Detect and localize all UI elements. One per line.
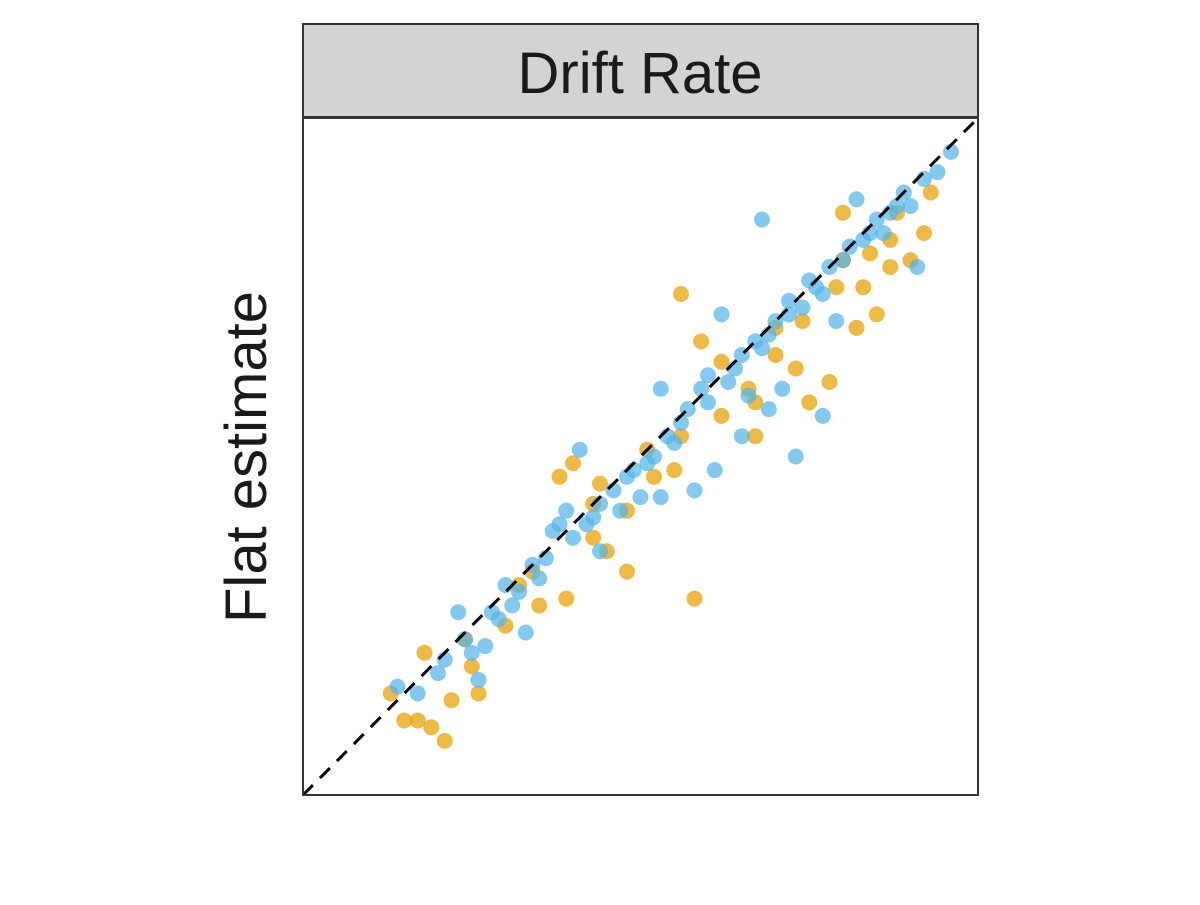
point-blue-48 bbox=[477, 638, 494, 655]
point-blue-32 bbox=[571, 441, 588, 458]
point-blue-12 bbox=[700, 394, 716, 411]
point-blue-26 bbox=[787, 448, 804, 465]
point-orange-19 bbox=[862, 245, 878, 262]
point-blue-57 bbox=[706, 462, 723, 479]
point-blue-49 bbox=[531, 570, 548, 587]
point-orange-52 bbox=[409, 712, 426, 729]
identity-reference-line bbox=[303, 118, 978, 795]
point-blue-28 bbox=[909, 258, 926, 275]
point-orange-22 bbox=[801, 394, 818, 411]
y-axis-label: Flat estimate bbox=[214, 291, 279, 623]
point-orange-3 bbox=[436, 732, 453, 749]
point-blue-58 bbox=[760, 401, 777, 418]
point-orange-12 bbox=[686, 590, 703, 607]
point-orange-14 bbox=[713, 407, 730, 424]
points-layer bbox=[382, 143, 959, 749]
point-orange-1 bbox=[396, 712, 413, 729]
point-blue-80 bbox=[814, 286, 831, 303]
point-orange-18 bbox=[828, 279, 845, 296]
point-blue-61 bbox=[463, 644, 480, 661]
point-blue-62 bbox=[490, 610, 507, 627]
point-blue-31 bbox=[517, 624, 534, 641]
point-blue-41 bbox=[740, 387, 757, 404]
point-orange-36 bbox=[443, 692, 460, 709]
point-orange-32 bbox=[821, 374, 838, 391]
point-blue-60 bbox=[544, 522, 561, 539]
point-blue-64 bbox=[558, 502, 575, 519]
plot-panel-border bbox=[302, 117, 979, 796]
point-orange-5 bbox=[416, 644, 433, 661]
point-blue-27 bbox=[814, 407, 831, 424]
point-blue-39 bbox=[592, 543, 608, 560]
point-orange-41 bbox=[551, 468, 568, 485]
point-orange-21 bbox=[673, 286, 689, 303]
point-blue-34 bbox=[713, 306, 730, 323]
point-blue-73 bbox=[504, 597, 521, 614]
point-orange-29 bbox=[693, 333, 710, 350]
point-blue-81 bbox=[855, 231, 872, 248]
point-orange-2 bbox=[423, 719, 440, 736]
point-orange-17 bbox=[794, 313, 811, 330]
point-orange-43 bbox=[787, 360, 804, 377]
point-blue-5 bbox=[511, 583, 527, 600]
point-blue-37 bbox=[686, 482, 703, 499]
point-orange-24 bbox=[868, 306, 885, 323]
point-orange-37 bbox=[619, 563, 635, 580]
point-orange-31 bbox=[835, 204, 851, 221]
point-orange-9 bbox=[585, 529, 602, 546]
point-orange-35 bbox=[463, 658, 480, 675]
point-blue-43 bbox=[828, 313, 845, 330]
point-blue-35 bbox=[848, 191, 865, 208]
point-orange-51 bbox=[916, 225, 932, 242]
point-blue-24 bbox=[754, 211, 770, 228]
point-orange-26 bbox=[922, 184, 939, 201]
point-orange-33 bbox=[747, 428, 764, 445]
point-orange-11 bbox=[646, 468, 662, 485]
point-blue-7 bbox=[565, 529, 581, 546]
point-blue-45 bbox=[612, 502, 629, 519]
point-orange-34 bbox=[531, 597, 548, 614]
point-blue-77 bbox=[700, 367, 716, 384]
point-blue-1 bbox=[409, 685, 426, 702]
point-blue-2 bbox=[430, 665, 446, 682]
point-orange-50 bbox=[882, 258, 899, 275]
point-blue-36 bbox=[875, 225, 892, 242]
point-blue-46 bbox=[450, 604, 467, 621]
point-blue-0 bbox=[389, 678, 406, 695]
facet-strip bbox=[302, 23, 979, 118]
point-blue-22 bbox=[929, 164, 946, 181]
point-blue-40 bbox=[632, 489, 649, 506]
point-blue-33 bbox=[652, 380, 669, 397]
point-orange-40 bbox=[855, 279, 872, 296]
point-blue-17 bbox=[835, 252, 851, 269]
point-blue-67 bbox=[693, 380, 710, 397]
point-orange-16 bbox=[767, 346, 784, 363]
point-orange-38 bbox=[713, 353, 730, 370]
point-blue-29 bbox=[733, 428, 750, 445]
point-blue-66 bbox=[639, 455, 656, 472]
point-blue-79 bbox=[781, 292, 797, 309]
point-orange-23 bbox=[848, 319, 865, 336]
point-orange-8 bbox=[558, 590, 575, 607]
facet-title: Drift Rate bbox=[518, 41, 763, 106]
point-blue-25 bbox=[774, 380, 791, 397]
point-blue-59 bbox=[652, 489, 669, 506]
point-blue-23 bbox=[902, 198, 919, 215]
point-blue-52 bbox=[720, 374, 737, 391]
point-blue-74 bbox=[585, 509, 602, 526]
point-orange-28 bbox=[592, 475, 608, 492]
point-orange-27 bbox=[565, 455, 581, 472]
point-orange-4 bbox=[470, 685, 487, 702]
point-orange-42 bbox=[666, 462, 683, 479]
point-blue-30 bbox=[470, 671, 487, 688]
point-blue-42 bbox=[794, 299, 811, 316]
